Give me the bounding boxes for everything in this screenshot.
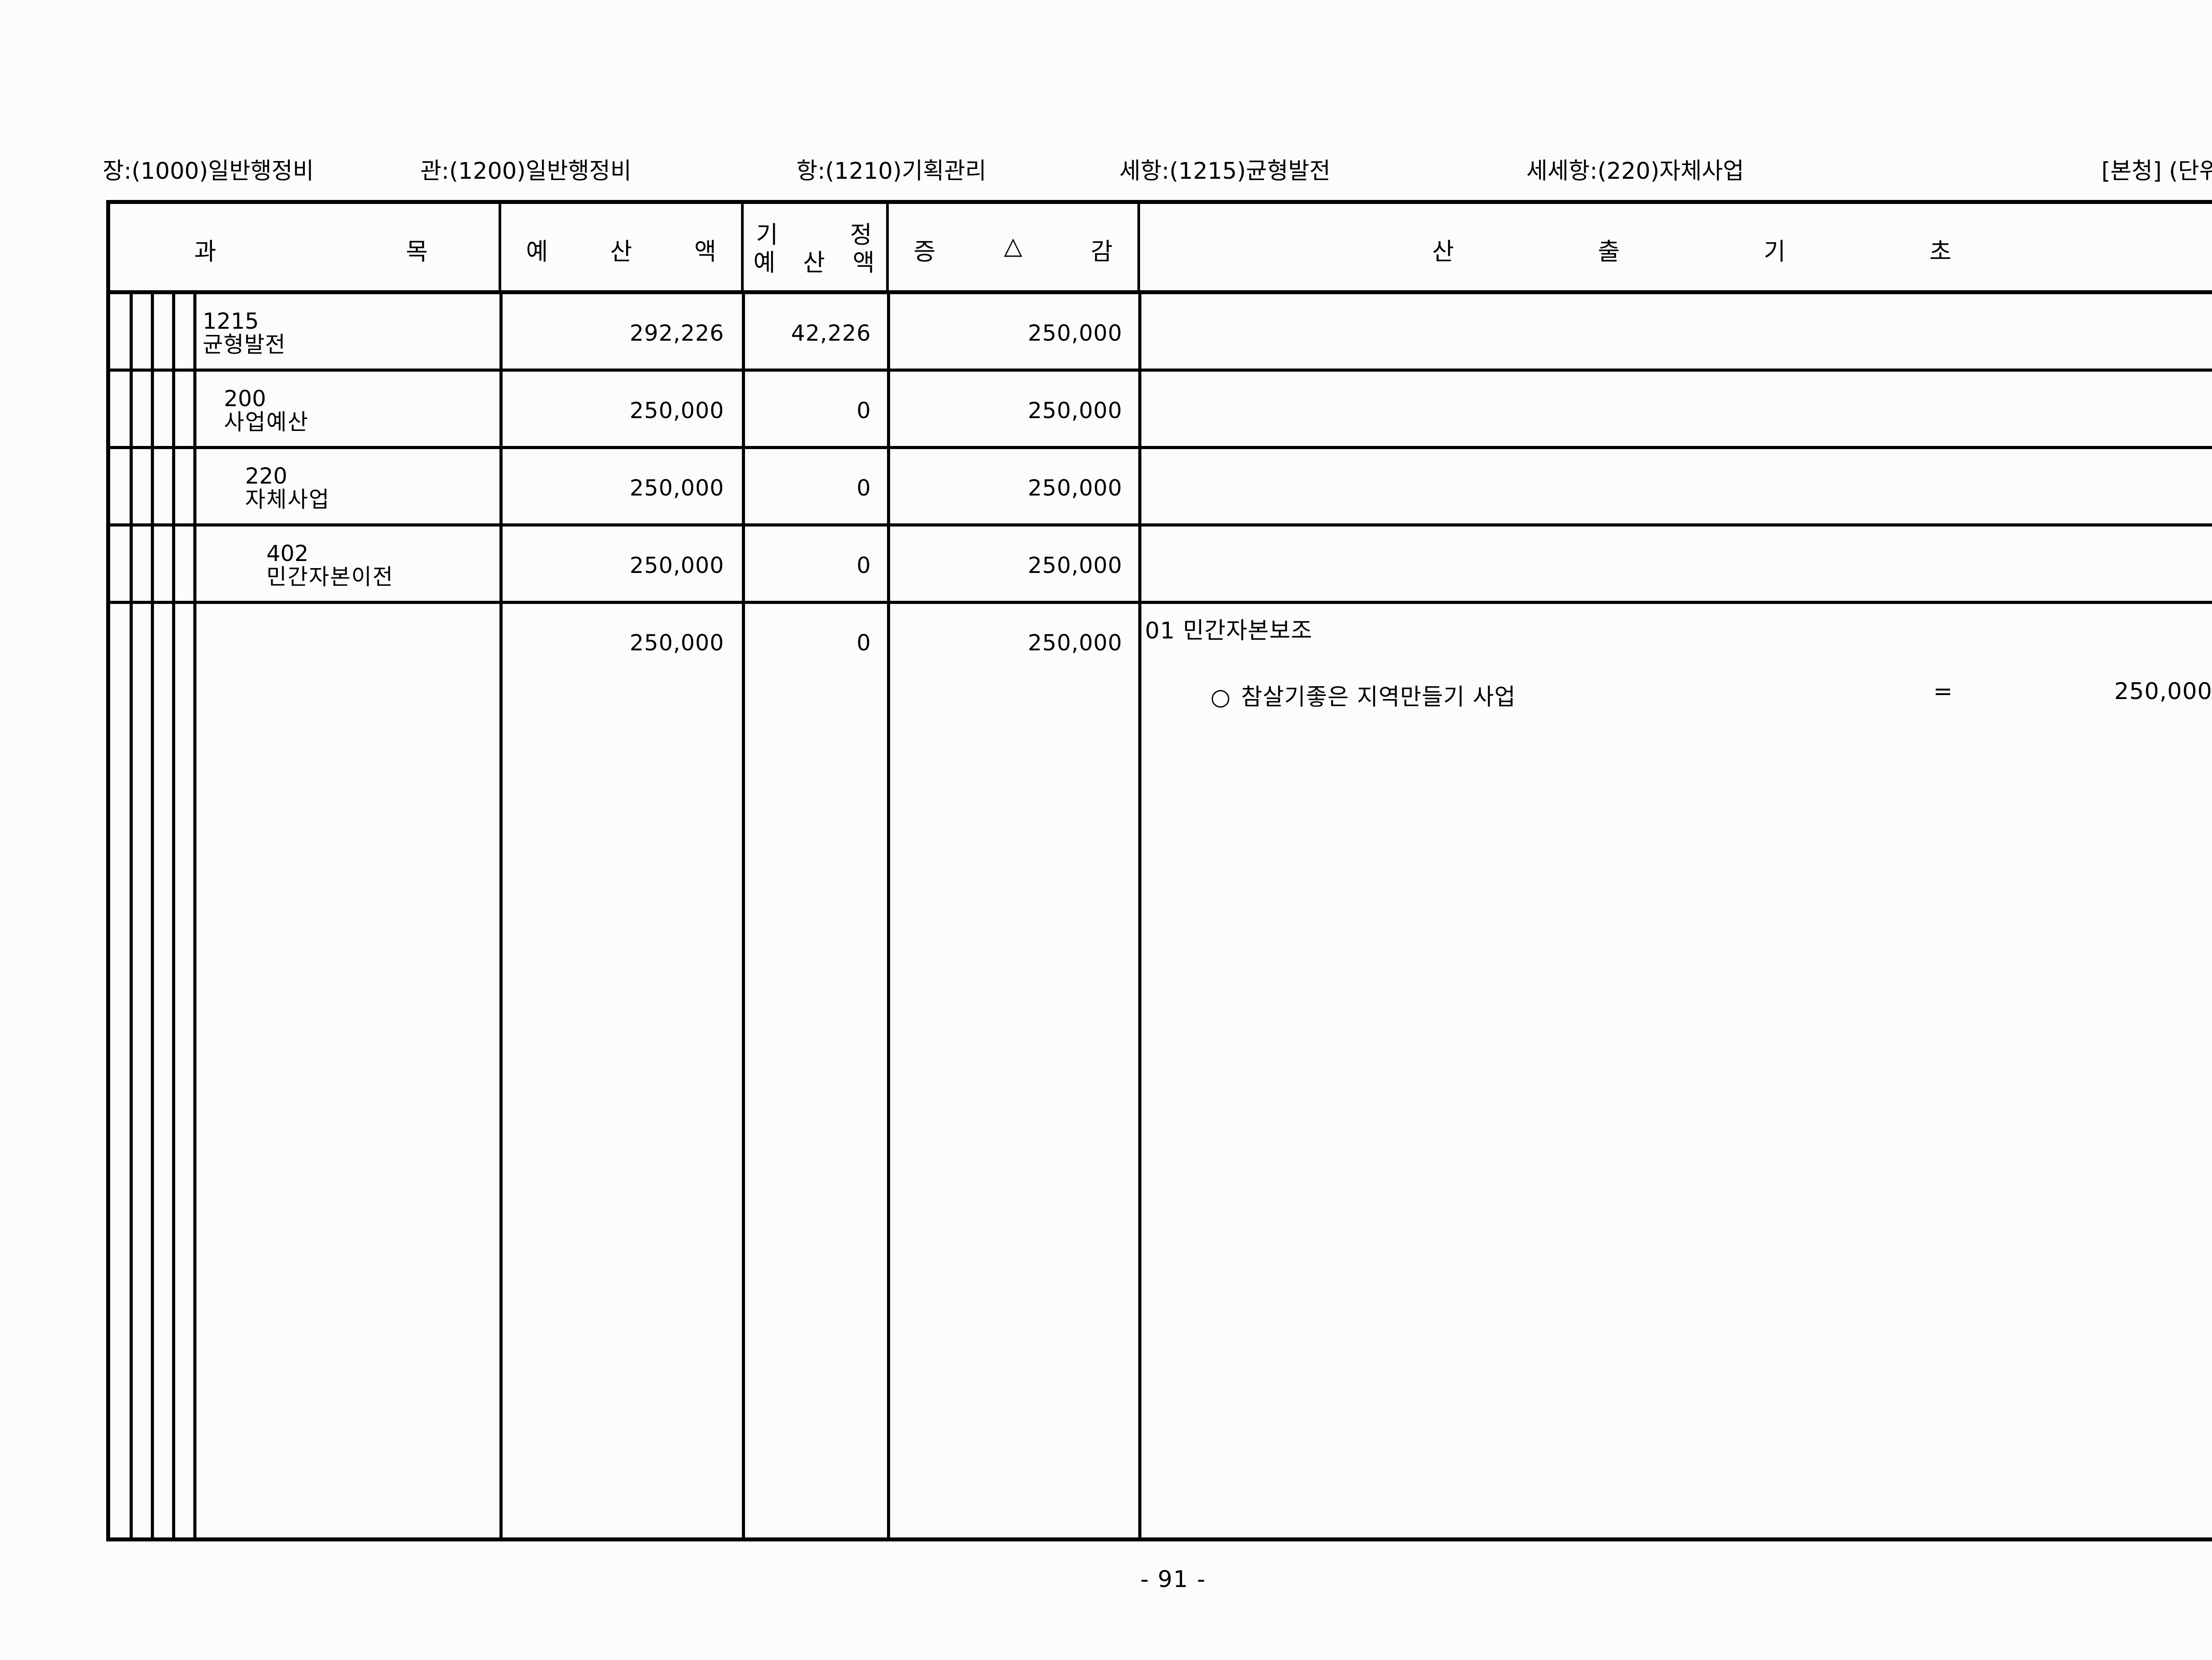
classification-header: 장:(1000)일반행정비 관:(1200)일반행정비 항:(1210)기획관리… <box>0 156 2212 187</box>
change-value: 250,000 <box>1028 397 1122 423</box>
account-cell: 200 사업예산 <box>222 372 309 449</box>
account-code: 220 <box>245 463 288 489</box>
account-name: 자체사업 <box>245 486 330 512</box>
budget-amount-value: 250,000 <box>630 552 724 578</box>
change-value: 250,000 <box>1028 552 1122 578</box>
account-name: 균형발전 <box>203 331 286 357</box>
table-row <box>110 449 2212 526</box>
budget-amount-value: 250,000 <box>630 475 724 501</box>
previous-budget-value: 0 <box>856 475 871 501</box>
page-number: - 91 - <box>1140 1566 1206 1593</box>
indent-rail-level-1 <box>151 294 154 1537</box>
classification-hang: 항:(1210)기획관리 <box>796 158 987 184</box>
column-header-change-char-3: 감 <box>1091 237 1113 265</box>
column-separator-budget <box>499 294 503 1537</box>
column-header-previous-budget: 기 정 예 산 액 <box>744 204 889 294</box>
column-header-subject: 과 목 <box>110 204 501 294</box>
previous-budget-value: 42,226 <box>791 320 871 346</box>
change-value: 250,000 <box>1028 475 1122 501</box>
account-code: 200 <box>224 386 266 411</box>
account-cell: 220 자체사업 <box>243 449 330 526</box>
column-separator-change <box>887 294 890 1537</box>
column-header-subject-left: 과 <box>194 237 216 265</box>
table-row <box>110 294 2212 372</box>
column-header-change-char-1: 증 <box>914 237 936 265</box>
office-and-unit-note: [본청] (단위:천원) <box>2101 158 2212 184</box>
classification-sesehang: 세세항:(220)자체사업 <box>1526 158 1744 184</box>
column-separator-previous <box>742 294 745 1537</box>
column-header-budget-char-1: 예 <box>526 237 548 265</box>
column-header-basis-char-4: 초 <box>1929 237 1951 265</box>
column-header-change: 증 △ 감 <box>889 204 1140 294</box>
budget-amount-value: 292,226 <box>630 320 724 346</box>
basis-area: 01 민간자본보조 ○ 참살기좋은 지역만들기 사업 = 250,000 <box>1141 294 2212 1537</box>
column-header-prev-l2-char-2: 산 <box>803 249 825 277</box>
column-header-prev-l2-char-1: 예 <box>753 249 776 277</box>
account-code: 402 <box>266 541 309 566</box>
account-cell: 1215 균형발전 <box>201 294 286 372</box>
indent-rail-level-2 <box>172 294 175 1537</box>
column-header-budget-char-2: 산 <box>610 237 632 265</box>
indent-rail-level-0 <box>130 294 133 1537</box>
triangle-delta-icon: △ <box>1004 231 1022 260</box>
basis-item-operator: = <box>1933 678 1953 705</box>
column-header-prev-l2-char-3: 액 <box>853 249 875 277</box>
column-header-budget-char-3: 액 <box>694 237 716 265</box>
budget-amount-value: 250,000 <box>630 397 724 423</box>
previous-budget-value: 0 <box>856 630 871 656</box>
basis-title: 01 민간자본보조 <box>1145 618 1313 644</box>
basis-item-value: 250,000 <box>2114 678 2212 705</box>
column-separator-basis <box>1138 294 1141 1537</box>
change-value: 250,000 <box>1028 320 1122 346</box>
classification-sehang: 세항:(1215)균형발전 <box>1119 158 1331 184</box>
account-code: 1215 <box>203 308 259 334</box>
basis-item-label: 참살기좋은 지역만들기 사업 <box>1241 684 1516 711</box>
account-cell: 402 민간자본이전 <box>265 526 394 604</box>
column-header-basis: 산 출 기 초 <box>1140 204 2212 294</box>
account-name: 사업예산 <box>224 409 309 435</box>
classification-jang: 장:(1000)일반행정비 <box>103 158 314 184</box>
basis-item: ○ 참살기좋은 지역만들기 사업 = 250,000 <box>1141 678 2212 711</box>
account-name: 민간자본이전 <box>266 564 394 590</box>
column-header-basis-char-3: 기 <box>1763 237 1786 265</box>
indent-rail-level-3 <box>193 294 196 1537</box>
column-header-subject-right: 목 <box>406 237 428 265</box>
circle-bullet-icon: ○ <box>1210 684 1231 711</box>
change-value: 250,000 <box>1028 630 1122 656</box>
table-header-row: 과 목 예 산 액 기 정 예 <box>110 204 2212 294</box>
previous-budget-value: 0 <box>856 552 871 578</box>
column-header-prev-l1-char-2: 정 <box>850 221 872 249</box>
budget-amount-value: 250,000 <box>630 630 724 656</box>
table-row <box>110 372 2212 449</box>
classification-gwan: 관:(1200)일반행정비 <box>420 158 632 184</box>
column-header-prev-l1-char-1: 기 <box>756 221 778 249</box>
column-header-basis-char-1: 산 <box>1432 237 1454 265</box>
column-header-budget-amount: 예 산 액 <box>501 204 744 294</box>
previous-budget-value: 0 <box>856 397 871 423</box>
budget-table: 과 목 예 산 액 기 정 예 <box>106 200 2212 1541</box>
column-header-basis-char-2: 출 <box>1598 237 1620 265</box>
table-row <box>110 526 2212 604</box>
table-body: 1215 균형발전 292,226 42,226 250,000 200 사업예… <box>110 294 2212 1537</box>
